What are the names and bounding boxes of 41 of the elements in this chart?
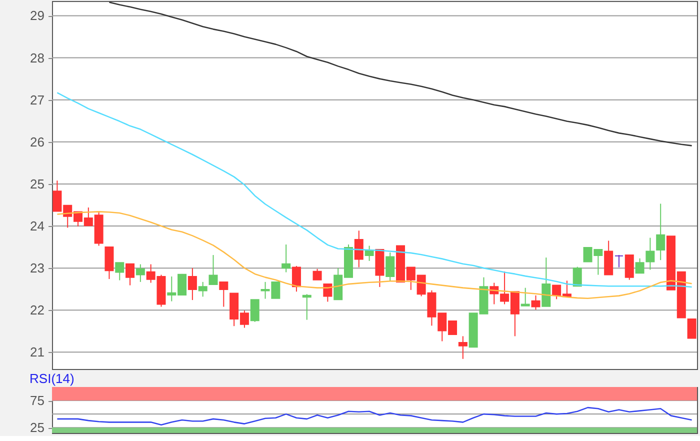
- candlestick: [656, 203, 666, 261]
- candlestick: [250, 299, 260, 322]
- y-tick-label: 75: [30, 393, 44, 408]
- candlestick: [126, 263, 135, 286]
- candlestick: [624, 254, 634, 280]
- candlestick: [531, 294, 540, 310]
- candlestick: [302, 294, 312, 320]
- line-series: [56, 92, 692, 288]
- candlestick: [104, 246, 114, 280]
- line-series: [108, 2, 692, 146]
- y-tick-label: 28: [30, 50, 44, 66]
- y-tick-label: 29: [30, 8, 44, 24]
- candlestick: [386, 252, 395, 282]
- candlestick: [687, 318, 696, 339]
- y-tick-label: 22: [30, 302, 44, 318]
- candlestick: [219, 281, 228, 308]
- y-tick-label: 21: [30, 344, 44, 360]
- chart-title: RSI(14): [30, 371, 74, 386]
- y-tick-label: 27: [30, 92, 44, 108]
- candlestick: [572, 266, 582, 287]
- candlestick: [312, 268, 322, 280]
- candlestick: [188, 268, 197, 301]
- candlestick: [614, 254, 624, 268]
- y-tick-label: 23: [30, 260, 44, 276]
- candlestick: [282, 244, 291, 273]
- candlestick: [198, 281, 208, 298]
- line-series: [56, 406, 692, 426]
- candlestick: [136, 264, 145, 282]
- candlestick: [364, 245, 374, 262]
- candlestick: [604, 240, 614, 276]
- y-tick-label: 24: [30, 218, 44, 234]
- y-tick-label: 26: [30, 134, 44, 150]
- candlestick: [520, 287, 530, 306]
- y-tick-label: 25: [30, 420, 44, 436]
- candlestick: [458, 336, 468, 360]
- candlestick: [292, 265, 301, 292]
- candlestick: [542, 257, 551, 307]
- candlestick: [354, 230, 364, 268]
- candlestick: [208, 254, 218, 285]
- candlestick: [115, 262, 124, 281]
- y-tick-label: 25: [30, 176, 44, 192]
